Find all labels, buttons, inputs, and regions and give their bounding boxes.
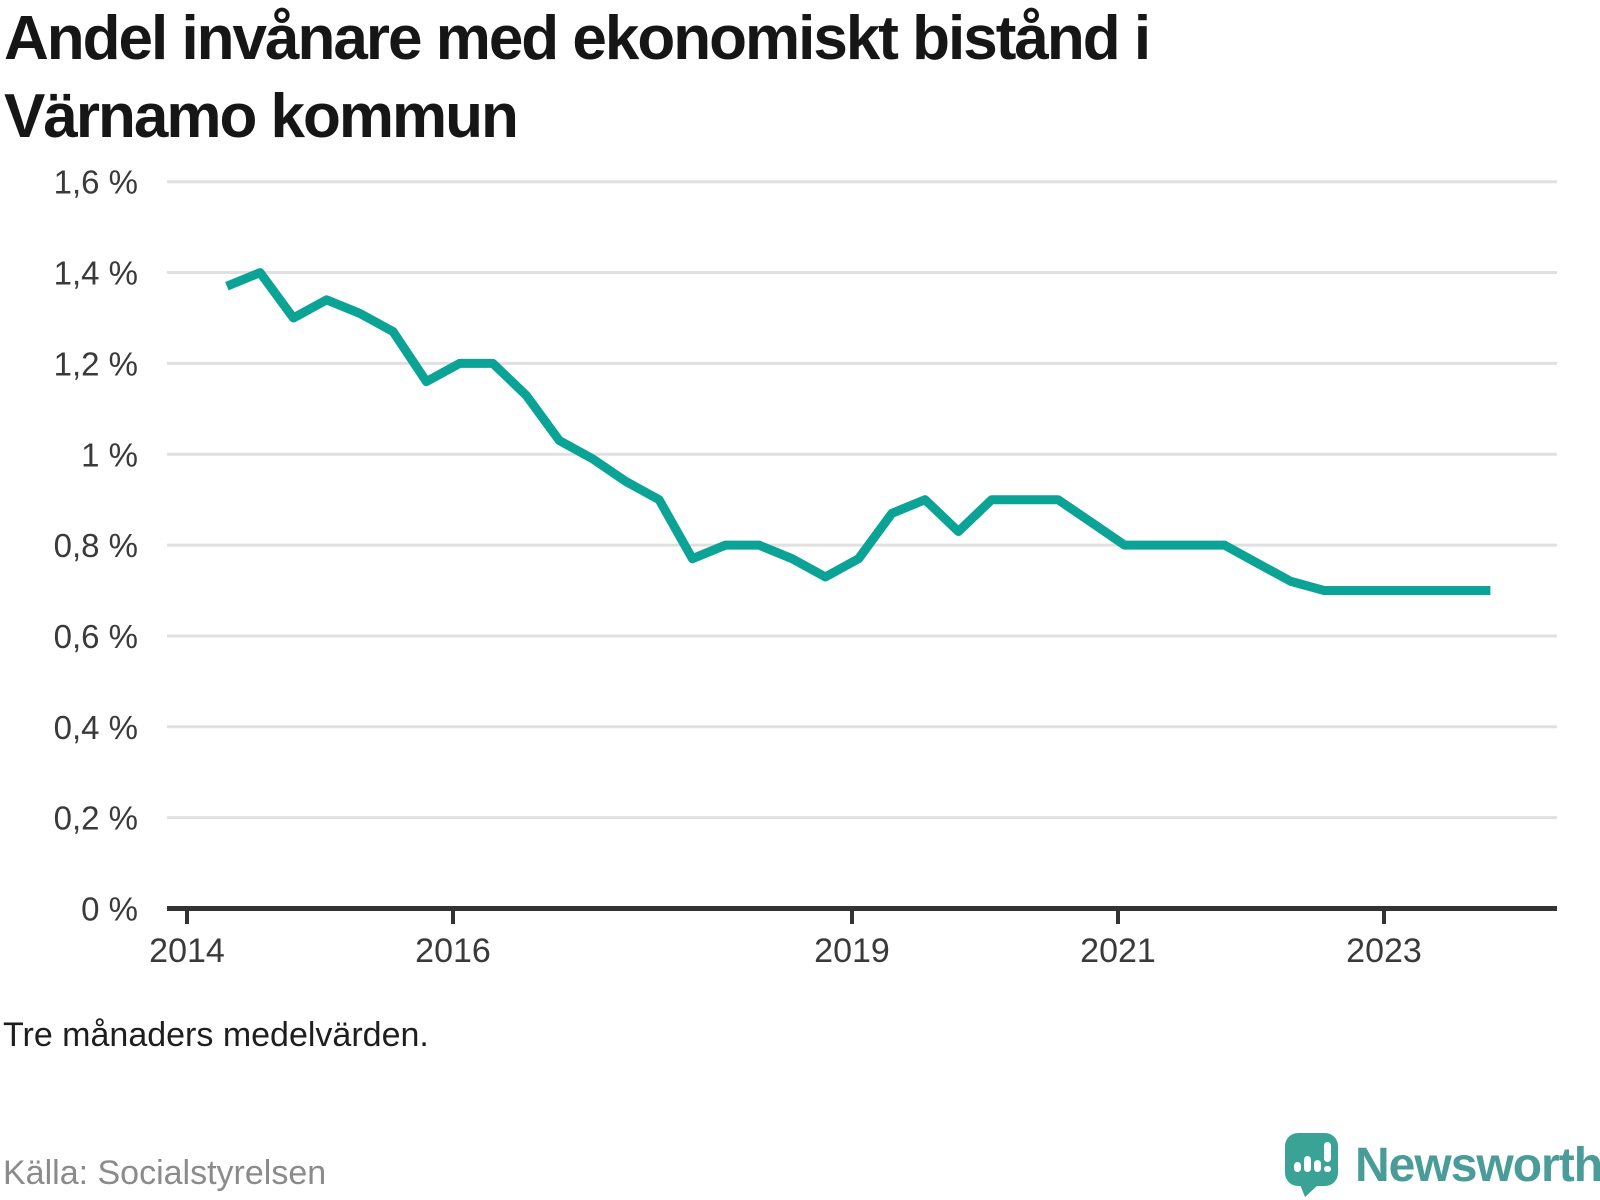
y-axis-label: 0,4 % [54,709,138,746]
newsworthy-bubble-icon [1285,1133,1338,1197]
data-line-series [225,268,1491,595]
y-axis-label: 1,2 % [54,345,138,382]
title-line-2: Värnamo kommun [4,82,519,152]
y-axis-label: 0 % [81,891,138,928]
chart-footnote: Tre månaders medelvärden. [3,1016,429,1054]
x-axis-label: 2016 [415,932,491,970]
x-axis-label: 2021 [1080,932,1156,970]
newsworthy-wordmark: Newsworthy [1355,1138,1600,1192]
x-axis-label: 2014 [149,932,225,970]
title-line-1: Andel invånare med ekonomiskt bistånd i [4,4,1151,73]
y-axis-label: 0,8 % [54,527,138,564]
source-credit: Källa: Socialstyrelsen [3,1154,327,1192]
y-axis-label: 0,2 % [54,800,138,837]
y-axis-label: 1 % [81,436,138,473]
y-axis-label: 1,4 % [54,255,138,292]
y-axis-label: 1,6 % [54,164,138,201]
page-title: Andel invånare med ekonomiskt bistånd i … [4,0,1564,156]
x-axis-label: 2019 [814,932,890,970]
newsworthy-logo: Newsworthy [1284,1132,1600,1198]
y-axis-label: 0,6 % [54,618,138,655]
x-axis-label: 2023 [1346,932,1422,970]
